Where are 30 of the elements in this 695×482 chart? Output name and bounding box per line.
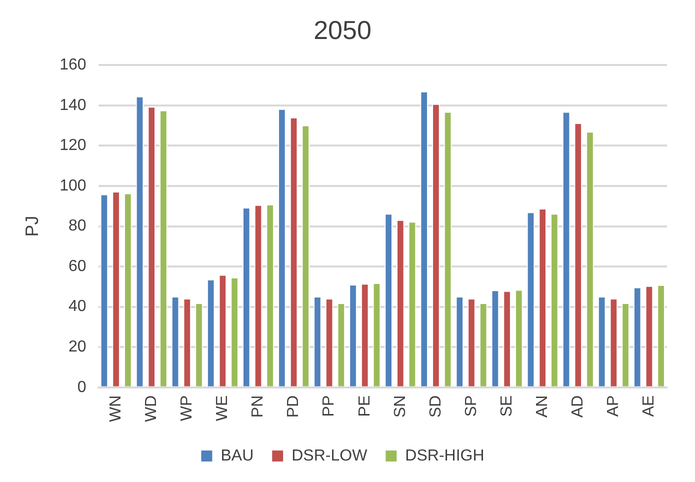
y-tick-label: 0 xyxy=(77,378,86,396)
y-tick-label: 80 xyxy=(68,218,86,235)
y-tick-label: 140 xyxy=(60,96,86,114)
x-tick-label: PP xyxy=(320,395,338,417)
x-tick-label: PN xyxy=(250,395,267,418)
x-tick-label: AE xyxy=(640,395,658,417)
legend-label: DSR-LOW xyxy=(292,447,368,464)
y-tick-label: 120 xyxy=(60,137,86,154)
x-tick-label: AP xyxy=(605,395,622,417)
x-tick-label: AD xyxy=(570,395,587,418)
legend-label: DSR-HIGH xyxy=(405,447,484,464)
legend-label: BAU xyxy=(220,447,254,464)
x-tick-label: WN xyxy=(107,395,124,422)
y-tick-label: 60 xyxy=(68,258,86,275)
x-tick-label: PE xyxy=(356,395,374,417)
x-tick-label: WE xyxy=(214,395,232,422)
y-tick-label: 40 xyxy=(68,298,86,316)
y-tick-label: 160 xyxy=(60,56,86,74)
x-tick-label: SP xyxy=(462,395,480,417)
x-tick-label: SD xyxy=(427,395,444,418)
x-tick-label: SE xyxy=(498,395,516,417)
chart-title: 2050 xyxy=(314,14,372,45)
y-tick-label: 20 xyxy=(68,338,86,356)
y-tick-label: 100 xyxy=(60,177,86,194)
x-tick-label: WP xyxy=(178,395,196,422)
y-axis-title: PJ xyxy=(22,216,42,237)
x-tick-label: AN xyxy=(534,395,551,418)
x-tick-label: PD xyxy=(285,395,302,418)
x-tick-label: SN xyxy=(392,395,409,418)
x-tick-label: WD xyxy=(143,395,160,422)
